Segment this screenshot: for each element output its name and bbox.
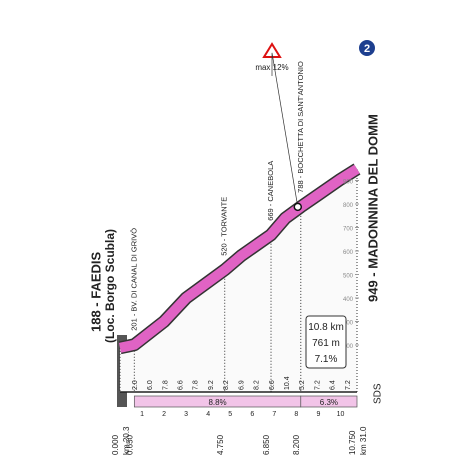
info-box [305, 315, 347, 369]
summit-marker [293, 202, 303, 212]
x-tick-label: 4.750 [216, 434, 225, 455]
x-tick-label: 0.000 [111, 434, 120, 455]
x-tick-label: 6.850 [262, 434, 271, 455]
start-sublabel: (Loc. Borgo Scubla) [103, 229, 117, 343]
km-tick-label: 9 [316, 411, 320, 418]
y-tick-label: 500 [343, 274, 354, 280]
y-tick-label: 300 [343, 321, 354, 327]
gradient-label: 7.8 [162, 380, 169, 390]
gradient-label: 7.2 [314, 380, 321, 390]
km-tick-label: 4 [206, 411, 210, 418]
y-tick-label: 900 [343, 180, 354, 186]
gradient-label: 8.2 [223, 380, 230, 390]
gradient-label: 6.6 [177, 380, 184, 390]
gradient-label: 7.8 [193, 380, 200, 390]
start-label: 188 - FAEDIS [88, 251, 103, 332]
area-fill [120, 168, 357, 392]
leader-line [271, 52, 299, 207]
gradient-label: 5.2 [299, 380, 306, 390]
section-band [300, 395, 358, 408]
y-tick-label: 600 [343, 250, 354, 256]
y-tick-label: 800 [343, 203, 354, 209]
y-tick-label: 700 [343, 227, 354, 233]
badge-number: 2 [364, 43, 370, 55]
section-label: 6.3% [320, 398, 338, 407]
info-text: 7.1% [315, 354, 338, 365]
y-tick-label: 400 [343, 297, 354, 303]
x-tick-label: 8.200 [292, 434, 301, 455]
x-tick-label: 10.750 [348, 430, 357, 455]
gradient-label: 6.6 [269, 380, 276, 390]
finish-label: 949 - MADONNINA DEL DOMM [365, 114, 380, 302]
footer: SDS [373, 383, 384, 404]
point-label: 520 - TORVANTE [220, 197, 229, 256]
km-tick-label: 7 [272, 411, 276, 418]
gradient-label: 10.4 [284, 376, 291, 390]
gradient-label: 7.2 [345, 380, 352, 390]
race-km: km 20.3 [122, 426, 131, 455]
point-label: 201 - BV. DI CANAL DI GRIVÒ [129, 228, 138, 331]
km-tick-label: 8 [294, 411, 298, 418]
km-tick-label: 3 [184, 411, 188, 418]
y-tick-label: 200 [343, 344, 354, 350]
km-tick-label: 1 [140, 411, 144, 418]
km-tick-label: 5 [228, 411, 232, 418]
info-text: 10.8 km [308, 322, 344, 333]
km-tick-label: 2 [162, 411, 166, 418]
point-label: 669 - CANEBOLA [266, 161, 275, 221]
km-tick-label: 6 [250, 411, 254, 418]
gradient-label: 2.0 [132, 380, 139, 390]
km-tick-label: 10 [337, 411, 345, 418]
section-label: 8.8% [208, 398, 226, 407]
stage-badge [357, 38, 377, 58]
gradient-label: 8.2 [254, 380, 261, 390]
point-label: 788 - BOCCHETTA DI SANT'ANTONIO [296, 61, 305, 193]
race-km: km 31.0 [359, 426, 368, 455]
gradient-label: 9.2 [208, 380, 215, 390]
gradient-label: 6.9 [238, 380, 245, 390]
profile [118, 164, 360, 353]
gradient-label: 6.4 [330, 380, 337, 390]
info-text: 761 m [312, 338, 340, 349]
gradient-label: 6.0 [147, 380, 154, 390]
x-tick-label: 0.650 [125, 434, 134, 455]
